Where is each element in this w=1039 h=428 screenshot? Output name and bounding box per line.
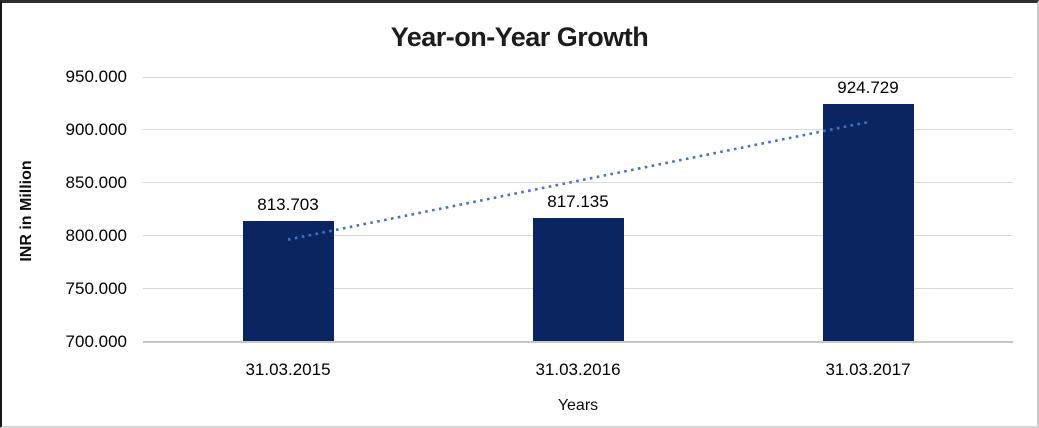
y-tick-label: 700.000 [65, 331, 127, 351]
y-tick-label: 950.000 [65, 67, 127, 86]
bar-value-label: 924.729 [837, 77, 899, 97]
y-tick-label: 800.000 [65, 225, 127, 245]
bar-value-label: 813.703 [257, 195, 319, 215]
gridline [143, 341, 1013, 343]
chart-title: Year-on-Year Growth [390, 22, 649, 52]
x-tick-label: 31.03.2017 [825, 360, 911, 379]
bar [242, 221, 334, 342]
bar [822, 103, 914, 342]
y-tick-label: 850.000 [65, 172, 127, 192]
x-axis-title: Years [557, 397, 599, 414]
y-tick-label: 750.000 [65, 278, 127, 298]
x-tick-label: 31.03.2015 [245, 360, 331, 379]
x-tick-label: 31.03.2016 [535, 360, 621, 379]
gridline [143, 76, 1013, 78]
y-axis-title: INR in Million [18, 160, 35, 262]
y-tick-label: 900.000 [65, 119, 127, 139]
bar [532, 217, 624, 342]
bar-value-label: 817.135 [547, 191, 609, 211]
